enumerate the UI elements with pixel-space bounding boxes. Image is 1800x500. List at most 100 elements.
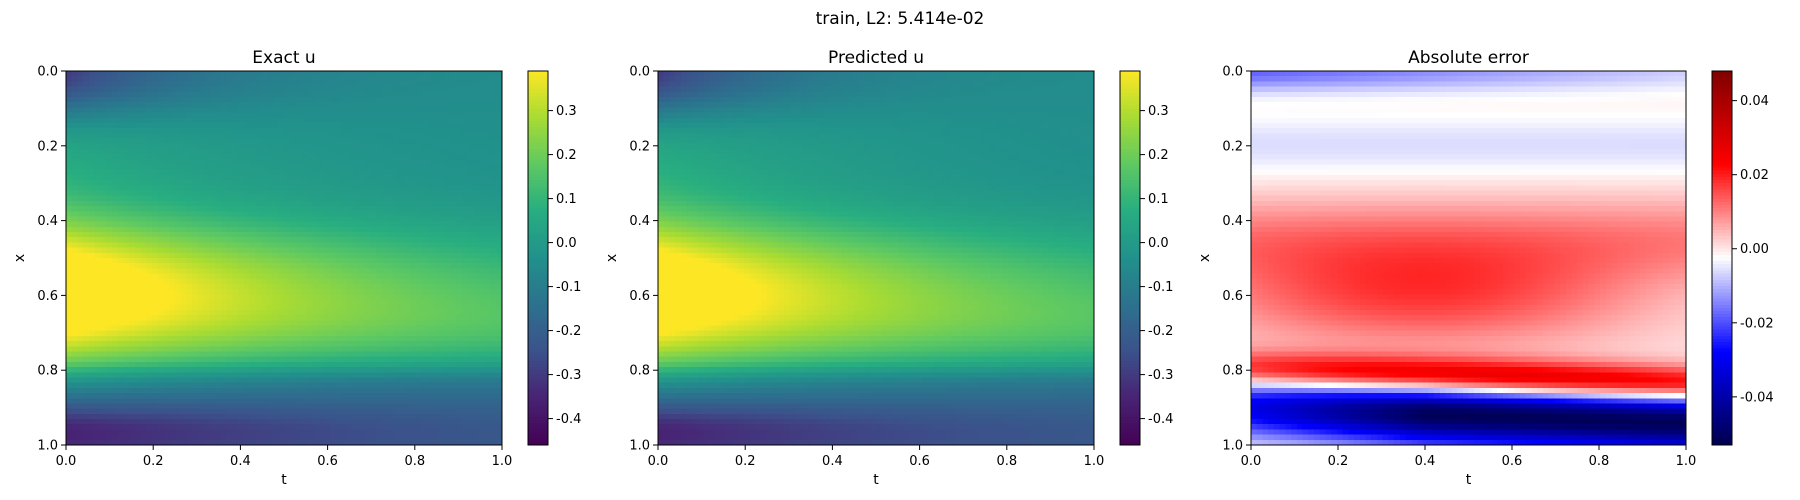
heatmap-cell bbox=[88, 320, 96, 327]
heatmap-cell bbox=[123, 351, 130, 358]
heatmap-cell bbox=[438, 309, 446, 316]
heatmap-cell bbox=[284, 174, 291, 181]
heatmap-cell bbox=[255, 154, 262, 160]
heatmap-cell bbox=[312, 372, 320, 379]
heatmap-cell bbox=[243, 263, 251, 269]
heatmap-cell bbox=[467, 195, 474, 202]
heatmap-cell bbox=[146, 382, 153, 389]
heatmap-cell bbox=[134, 128, 142, 134]
heatmap-cell bbox=[444, 237, 451, 244]
heatmap-cell bbox=[410, 356, 417, 363]
heatmap-cell bbox=[335, 289, 342, 295]
heatmap-cell bbox=[215, 112, 222, 119]
heatmap-cell bbox=[134, 86, 142, 93]
heatmap-cell bbox=[146, 393, 153, 399]
heatmap-cell bbox=[461, 195, 469, 202]
heatmap-cell bbox=[284, 320, 291, 327]
heatmap-cell bbox=[255, 128, 262, 134]
heatmap-cell bbox=[364, 330, 371, 337]
heatmap-cell bbox=[94, 325, 102, 332]
heatmap-cell bbox=[301, 76, 308, 82]
heatmap-cell bbox=[312, 128, 320, 134]
heatmap-cell bbox=[484, 237, 492, 244]
heatmap-cell bbox=[341, 237, 348, 244]
heatmap-cell bbox=[284, 122, 291, 129]
heatmap-cell bbox=[364, 164, 371, 171]
heatmap-cell bbox=[157, 258, 165, 264]
heatmap-cell bbox=[312, 185, 320, 192]
heatmap-cell bbox=[404, 356, 411, 363]
heatmap-cell bbox=[146, 304, 153, 311]
heatmap-cell bbox=[255, 315, 262, 321]
heatmap-cell bbox=[146, 398, 153, 405]
heatmap-cell bbox=[289, 252, 297, 259]
heatmap-cell bbox=[220, 206, 228, 212]
heatmap-cell bbox=[404, 283, 411, 290]
heatmap-cell bbox=[467, 138, 474, 145]
heatmap-cell bbox=[215, 200, 222, 207]
heatmap-cell bbox=[398, 237, 406, 244]
heatmap-cell bbox=[152, 211, 159, 218]
heatmap-cell bbox=[66, 122, 73, 129]
heatmap-cell bbox=[358, 128, 365, 134]
heatmap-cell bbox=[393, 226, 400, 233]
heatmap-cell bbox=[232, 268, 239, 275]
heatmap-cell bbox=[209, 377, 216, 384]
heatmap-cell bbox=[387, 356, 394, 363]
heatmap-cell bbox=[272, 185, 279, 192]
heatmap-cell bbox=[152, 361, 159, 368]
heatmap-cell bbox=[324, 408, 331, 415]
heatmap-cell bbox=[88, 330, 96, 337]
heatmap-cell bbox=[352, 294, 360, 301]
heatmap-cell bbox=[341, 71, 348, 77]
heatmap-cell bbox=[410, 315, 417, 321]
heatmap-cell bbox=[461, 351, 469, 358]
heatmap-cell bbox=[335, 71, 342, 77]
heatmap-cell bbox=[284, 107, 291, 114]
heatmap-cell bbox=[83, 232, 90, 238]
heatmap-cell bbox=[261, 180, 268, 186]
heatmap-cell bbox=[266, 138, 274, 145]
heatmap-cell bbox=[255, 76, 262, 82]
heatmap-cell bbox=[347, 221, 354, 228]
heatmap-cell bbox=[479, 273, 486, 280]
heatmap-cell bbox=[77, 341, 84, 347]
heatmap-cell bbox=[358, 387, 365, 394]
heatmap-cell bbox=[111, 226, 119, 233]
heatmap-cell bbox=[129, 159, 136, 166]
heatmap-cell bbox=[169, 351, 176, 358]
heatmap-cell bbox=[427, 143, 434, 150]
heatmap-cell bbox=[100, 299, 107, 306]
heatmap-cell bbox=[415, 289, 423, 295]
heatmap-cell bbox=[232, 76, 239, 82]
heatmap-cell bbox=[450, 164, 457, 171]
heatmap-cell bbox=[461, 211, 469, 218]
heatmap-cell bbox=[209, 351, 216, 358]
heatmap-cell bbox=[134, 122, 142, 129]
heatmap-cell bbox=[398, 71, 406, 77]
heatmap-cell bbox=[364, 154, 371, 160]
heatmap-cell bbox=[467, 148, 474, 155]
heatmap-cell bbox=[192, 122, 199, 129]
heatmap-cell bbox=[318, 76, 325, 82]
heatmap-cell bbox=[289, 148, 297, 155]
heatmap-cell bbox=[312, 81, 320, 88]
heatmap-cell bbox=[284, 335, 291, 342]
heatmap-cell bbox=[433, 180, 440, 186]
heatmap-cell bbox=[266, 143, 274, 150]
heatmap-cell bbox=[479, 237, 486, 244]
heatmap-cell bbox=[197, 299, 205, 306]
heatmap-cell bbox=[117, 232, 124, 238]
heatmap-cell bbox=[249, 190, 256, 197]
heatmap-cell bbox=[169, 294, 176, 301]
heatmap-cell bbox=[301, 283, 308, 290]
heatmap-cell bbox=[387, 117, 394, 124]
heatmap-cell bbox=[347, 81, 354, 88]
heatmap-cell bbox=[272, 361, 279, 368]
heatmap-cell bbox=[129, 81, 136, 88]
heatmap-cell bbox=[393, 117, 400, 124]
heatmap-cell bbox=[134, 206, 142, 212]
heatmap-cell bbox=[66, 351, 73, 358]
heatmap-cell bbox=[152, 372, 159, 379]
heatmap-cell bbox=[71, 393, 79, 399]
